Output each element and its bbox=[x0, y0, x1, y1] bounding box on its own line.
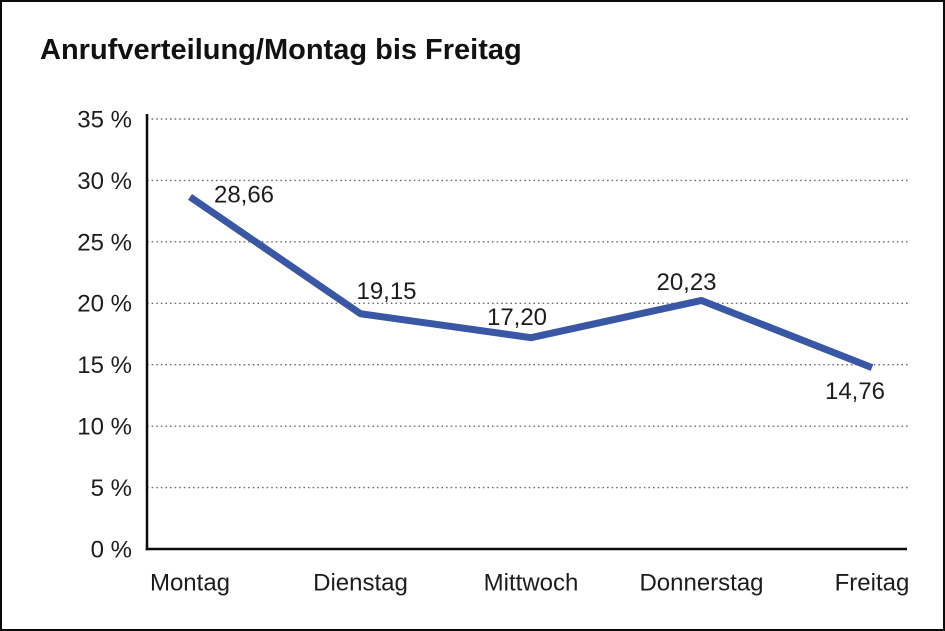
data-point-label: 14,76 bbox=[825, 378, 885, 405]
data-line bbox=[188, 194, 874, 371]
y-tick-label: 25 % bbox=[77, 229, 132, 256]
x-category-label: Mittwoch bbox=[484, 569, 579, 596]
x-category-label: Donnerstag bbox=[639, 569, 763, 596]
y-tick-label: 5 % bbox=[91, 475, 132, 502]
x-category-label: Dienstag bbox=[313, 569, 408, 596]
data-point-label: 17,20 bbox=[487, 304, 547, 331]
y-tick-label: 10 % bbox=[77, 414, 132, 441]
data-point-label: 28,66 bbox=[214, 181, 274, 208]
y-tick-label: 15 % bbox=[77, 352, 132, 379]
x-category-label: Freitag bbox=[835, 569, 910, 596]
x-category-label: Montag bbox=[150, 569, 230, 596]
y-tick-label: 20 % bbox=[77, 291, 132, 318]
y-tick-label: 0 % bbox=[91, 536, 132, 563]
data-point-label: 19,15 bbox=[356, 278, 416, 305]
y-tick-label: 35 % bbox=[77, 106, 132, 133]
y-tick-label: 30 % bbox=[77, 168, 132, 195]
data-point-label: 20,23 bbox=[656, 269, 716, 296]
chart-title: Anrufverteilung/Montag bis Freitag bbox=[40, 34, 522, 66]
